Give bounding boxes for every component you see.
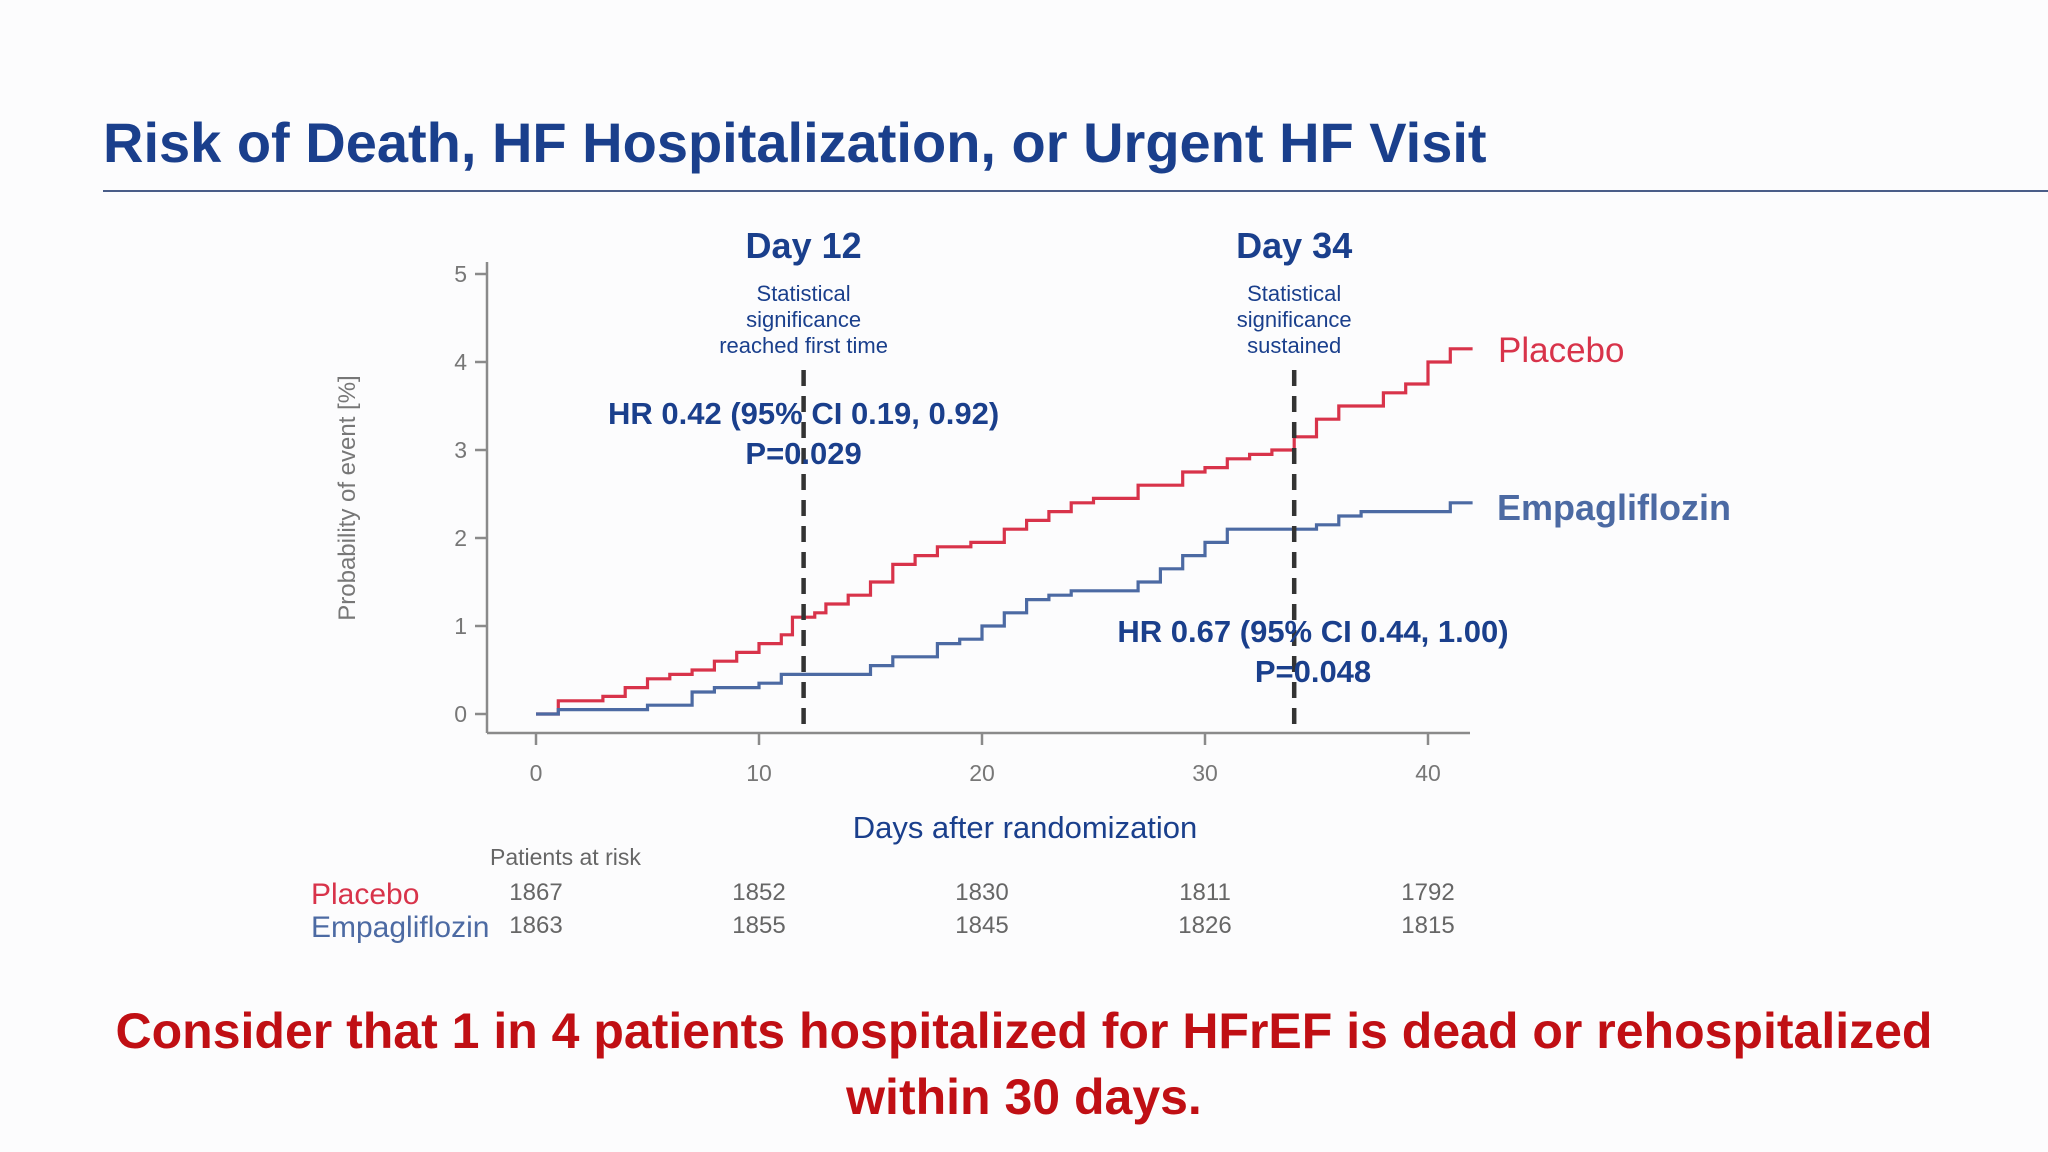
risk-table-cell: 1845	[955, 912, 1008, 939]
risk-table-cell: 1792	[1401, 879, 1454, 906]
risk-table-cell: 1855	[732, 912, 785, 939]
risk-table-cell: 1826	[1178, 912, 1231, 939]
hazard-ratio-day-12: HR 0.42 (95% CI 0.19, 0.92)	[608, 396, 999, 431]
risk-table-header: Patients at risk	[490, 844, 641, 870]
series-label-placebo: Placebo	[1498, 331, 1624, 370]
series-line-placebo	[536, 347, 1473, 716]
risk-table-cell: 1852	[732, 879, 785, 906]
hazard-ratio-day-34: HR 0.67 (95% CI 0.44, 1.00)	[1117, 614, 1508, 649]
footer-line-1: Consider that 1 in 4 patients hospitaliz…	[115, 1003, 1933, 1059]
y-axis-label: Probability of event [%]	[334, 375, 361, 620]
footer-line-2: within 30 days.	[846, 1069, 1202, 1125]
x-tick-label: 20	[969, 760, 995, 786]
slide-title: Risk of Death, HF Hospitalization, or Ur…	[103, 111, 1487, 174]
series-line-empagliflozin	[536, 501, 1473, 716]
x-tick-label: 10	[746, 760, 772, 786]
reference-heading-day-12: Day 12	[746, 225, 862, 266]
risk-table-cell: 1830	[955, 879, 1008, 906]
reference-note-day-34: significance	[1237, 307, 1352, 332]
risk-table-cell: 1815	[1401, 912, 1454, 939]
risk-table-row-label-placebo: Placebo	[311, 878, 419, 911]
risk-table-row-label-empagliflozin: Empagliflozin	[311, 911, 489, 944]
y-tick-label: 5	[454, 261, 467, 287]
y-tick-label: 3	[454, 437, 467, 463]
x-tick-label: 30	[1192, 760, 1218, 786]
y-tick-label: 4	[454, 349, 467, 375]
risk-table-cell: 1863	[509, 912, 562, 939]
risk-table-cell: 1811	[1179, 879, 1231, 906]
y-tick-label: 1	[454, 613, 467, 639]
y-tick-label: 2	[454, 525, 467, 551]
x-axis-label: Days after randomization	[853, 810, 1198, 845]
p-value-day-12: P=0.029	[745, 436, 861, 471]
reference-note-day-34: sustained	[1247, 333, 1341, 358]
title-divider	[103, 190, 2048, 192]
reference-note-day-12: significance	[746, 307, 861, 332]
risk-table-cell: 1867	[509, 879, 562, 906]
series-label-empagliflozin: Empagliflozin	[1497, 487, 1731, 528]
y-tick-label: 0	[454, 701, 467, 727]
reference-note-day-12: reached first time	[719, 333, 888, 358]
p-value-day-34: P=0.048	[1255, 654, 1371, 689]
reference-note-day-12: Statistical	[757, 281, 851, 306]
footer-callout: Consider that 1 in 4 patients hospitaliz…	[0, 998, 2048, 1130]
x-tick-label: 40	[1415, 760, 1441, 786]
reference-heading-day-34: Day 34	[1236, 225, 1352, 266]
reference-note-day-34: Statistical	[1247, 281, 1341, 306]
x-tick-label: 0	[530, 760, 543, 786]
